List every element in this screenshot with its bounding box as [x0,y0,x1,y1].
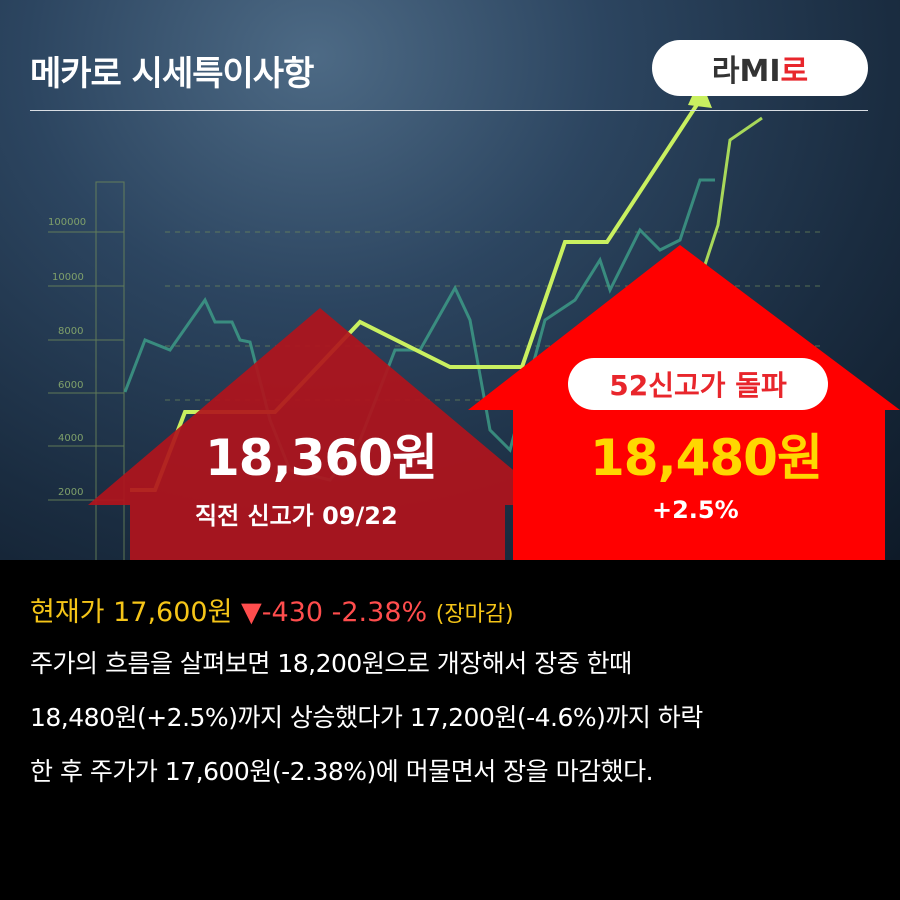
page-title: 메카로 시세특이사항 [30,54,314,94]
new-high-change: +2.5% [652,496,739,524]
hero-banner: 100000 10000 8000 6000 4000 2000 메카로 시세특… [0,0,900,560]
new-high-badge: 52신고가 돌파 [568,358,828,410]
logo-text-accent: 로 [780,54,809,89]
logo-text: 라MI [711,54,781,89]
axis-label: 10000 [52,272,84,283]
summary-line: 18,480원(+2.5%)까지 상승했다가 17,200원(-4.6%)까지 … [30,703,703,732]
previous-high-label: 직전 신고가 09/22 [195,502,398,530]
brand-logo: 라MI 로 [652,40,868,96]
summary-line: 주가의 흐름을 살펴보면 18,200원으로 개장해서 장중 한때 [30,649,632,678]
new-high-price: 18,480원 [590,429,823,487]
axis-label: 8000 [58,326,83,337]
market-status: (장마감) [435,602,514,627]
price-change: -430 -2.38% [261,597,428,628]
axis-label: 2000 [58,487,83,498]
previous-high-price: 18,360원 [205,429,438,487]
axis-label: 4000 [58,433,83,444]
summary-text: 주가의 흐름을 살펴보면 18,200원으로 개장해서 장중 한때 18,480… [30,637,880,799]
title-divider [30,110,868,111]
axis-label: 100000 [48,217,86,228]
axis-label: 6000 [58,380,83,391]
previous-high-arrow [88,308,555,560]
current-price: 현재가 17,600원 [30,597,233,628]
down-arrow-icon: ▼ [241,597,262,628]
current-price-line: 현재가 17,600원 ▼-430 -2.38% (장마감) [30,590,880,629]
price-summary: 현재가 17,600원 ▼-430 -2.38% (장마감) 주가의 흐름을 살… [30,590,880,799]
summary-line: 한 후 주가가 17,600원(-2.38%)에 머물면서 장을 마감했다. [30,757,654,786]
